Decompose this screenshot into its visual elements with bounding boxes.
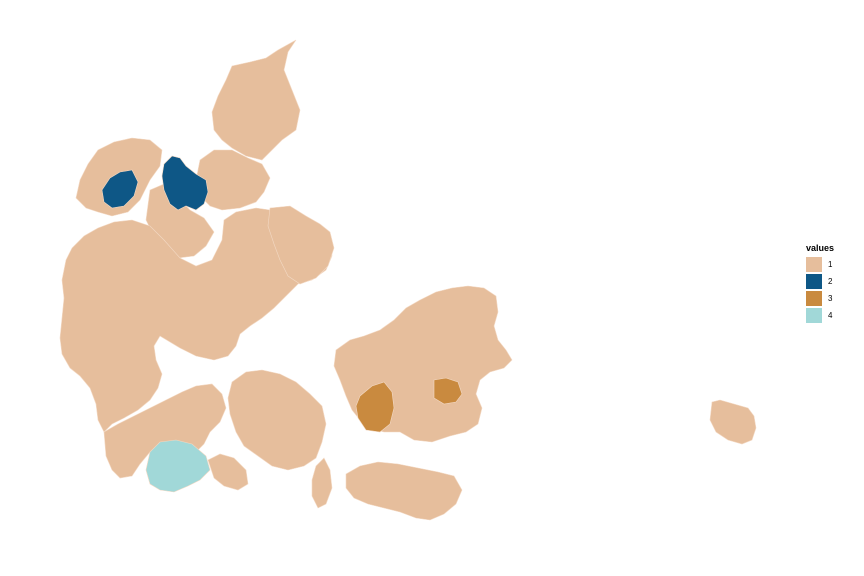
region-southern-jutland-value-4 — [145, 439, 211, 493]
value-4-regions — [145, 439, 211, 493]
legend-label-4: 4 — [828, 311, 833, 320]
region-central-jutland — [59, 207, 333, 433]
region-vendsyssel — [211, 39, 301, 161]
legend: values 1 2 3 4 — [806, 243, 834, 324]
legend-label-1: 1 — [828, 260, 833, 269]
legend-label-2: 2 — [828, 277, 833, 286]
region-bornholm — [709, 399, 757, 445]
legend-item-2: 2 — [806, 273, 834, 290]
region-aalborg-value-2 — [161, 155, 209, 211]
legend-swatch-4 — [806, 308, 822, 323]
region-south-zealand-a-value-3 — [355, 381, 395, 433]
region-south-jutland — [103, 383, 227, 479]
value-3-regions — [355, 377, 463, 433]
value-2-regions — [101, 155, 209, 211]
legend-swatch-3 — [806, 291, 822, 306]
legend-title: values — [806, 243, 835, 253]
zealand — [333, 285, 757, 521]
region-als — [207, 453, 249, 491]
legend-swatch-2 — [806, 274, 822, 289]
legend-item-1: 1 — [806, 256, 834, 273]
funen — [207, 369, 333, 509]
legend-swatch-1 — [806, 257, 822, 272]
region-lolland-falster — [345, 461, 463, 521]
region-djursland — [267, 205, 335, 285]
region-funen — [227, 369, 327, 471]
legend-label-3: 3 — [828, 294, 833, 303]
legend-item-3: 3 — [806, 290, 834, 307]
legend-item-4: 4 — [806, 307, 834, 324]
region-thisted-value-2 — [101, 169, 139, 209]
region-langeland — [311, 457, 333, 509]
region-south-zealand-b-value-3 — [433, 377, 463, 405]
